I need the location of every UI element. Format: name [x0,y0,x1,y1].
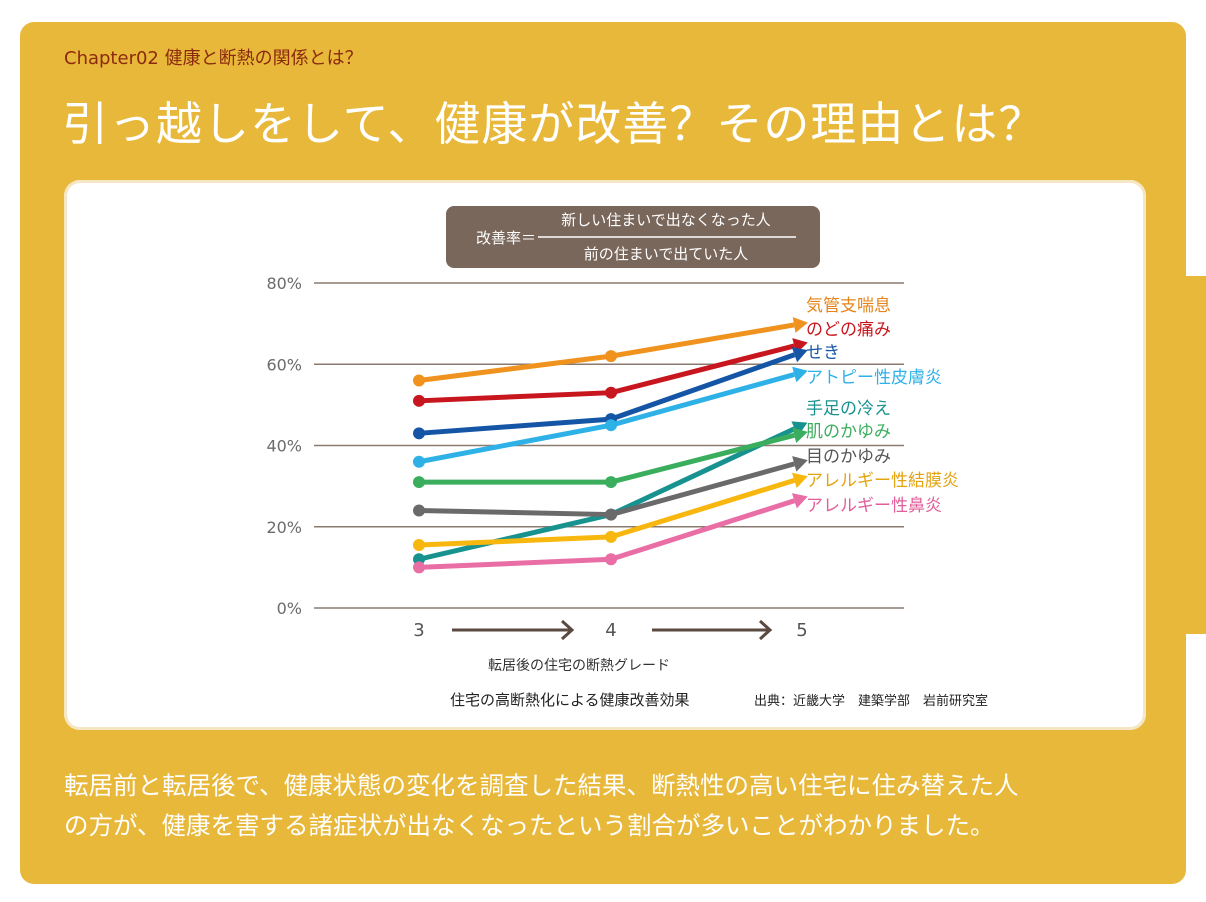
series-label: のどの痛み [806,320,891,340]
data-point-arrow [792,317,808,333]
formula-label: 改善率＝ [476,229,536,247]
x-tick-label: 5 [796,620,807,641]
series-label: アレルギー性鼻炎 [806,496,942,516]
axis-arrow-head [758,619,773,641]
chart-source: 出典：近畿大学 建築学部 岩前研究室 [754,693,988,709]
grid-lines [314,282,904,609]
axis-arrow-head [560,619,575,641]
x-tick-label: 4 [605,620,616,641]
data-point [605,386,617,399]
series-label: 肌のかゆみ [806,422,891,442]
data-point [605,553,617,566]
data-point [413,374,425,387]
y-tick-label: 20% [266,518,302,537]
series-line [413,456,808,521]
y-tick-label: 0% [277,599,302,618]
chart-svg: 改善率＝ 新しい住まいで出なくなった人 前の住まいで出ていた人 0%20%40%… [266,206,988,709]
data-point [605,350,617,363]
data-point-arrow [792,366,808,383]
page-title: 引っ越しをして、健康が改善？その理由とは？ [62,97,1046,151]
data-point-arrow [791,472,808,489]
series-label: アレルギー性結膜炎 [806,471,959,491]
chart-frame: 改善率＝ 新しい住まいで出なくなった人 前の住まいで出ていた人 0% 20% 40%… [64,180,1146,730]
data-point [413,455,425,468]
data-point [413,561,425,574]
x-axis-label: 転居後の住宅の断熱グレード [488,658,670,674]
data-point [605,476,617,489]
data-point-arrow [792,456,808,472]
series-line [413,366,808,468]
series-label: 目のかゆみ [806,447,891,467]
data-point [413,476,425,489]
chart-caption: 住宅の高断熱化による健康改善効果 [450,691,690,709]
series-line [413,427,808,489]
data-point-arrow [791,493,808,509]
data-point [413,504,425,517]
side-tab [1186,276,1206,634]
series-path [419,432,795,485]
series-path [418,461,795,518]
chapter-label: Chapter02 健康と断熱の関係とは？ [64,48,363,69]
formula-numerator: 新しい住まいで出なくなった人 [561,211,771,229]
data-point-arrow [792,427,808,444]
series-label: 手足の冷え [806,399,891,419]
series-line [413,493,808,574]
data-point [605,508,617,521]
data-point [413,539,425,552]
series-line [413,472,808,552]
body-line-2: の方が、健康を害する諸症状が出なくなったという割合が多いことがわかりました。 [64,811,995,840]
y-tick-label: 40% [266,437,302,456]
data-point-arrow [791,421,808,436]
series-label: せき [806,343,840,363]
data-point [605,530,617,543]
series-label: 気管支喘息 [806,296,891,316]
x-axis-arrows [452,619,773,641]
series-line [413,317,808,387]
y-tick-label: 80% [266,274,302,293]
body-text: 転居前と転居後で、健康状態の変化を調査した結果、断熱性の高い住宅に住み替えた人 … [64,766,1174,846]
series-labels: 気管支喘息のどの痛みせきアトピー性皮膚炎手足の冷え肌のかゆみ目のかゆみアレルギー… [806,296,959,516]
x-tick-label: 3 [413,620,424,641]
x-tick-labels: 3 4 5 [413,620,807,641]
formula-denominator: 前の住まいで出ていた人 [584,245,749,263]
formula-box: 改善率＝ 新しい住まいで出なくなった人 前の住まいで出ていた人 [446,206,820,268]
data-point [413,394,425,407]
series-label: アトピー性皮膚炎 [806,368,942,388]
data-point-arrow [791,347,808,363]
body-line-1: 転居前と転居後で、健康状態の変化を調査した結果、断熱性の高い住宅に住み替えた人 [64,771,1019,800]
data-point [605,419,617,432]
series-lines [413,317,808,574]
y-tick-labels: 0% 20% 40% 60% 80% [266,274,302,618]
data-point [413,427,425,440]
y-tick-label: 60% [266,355,302,374]
